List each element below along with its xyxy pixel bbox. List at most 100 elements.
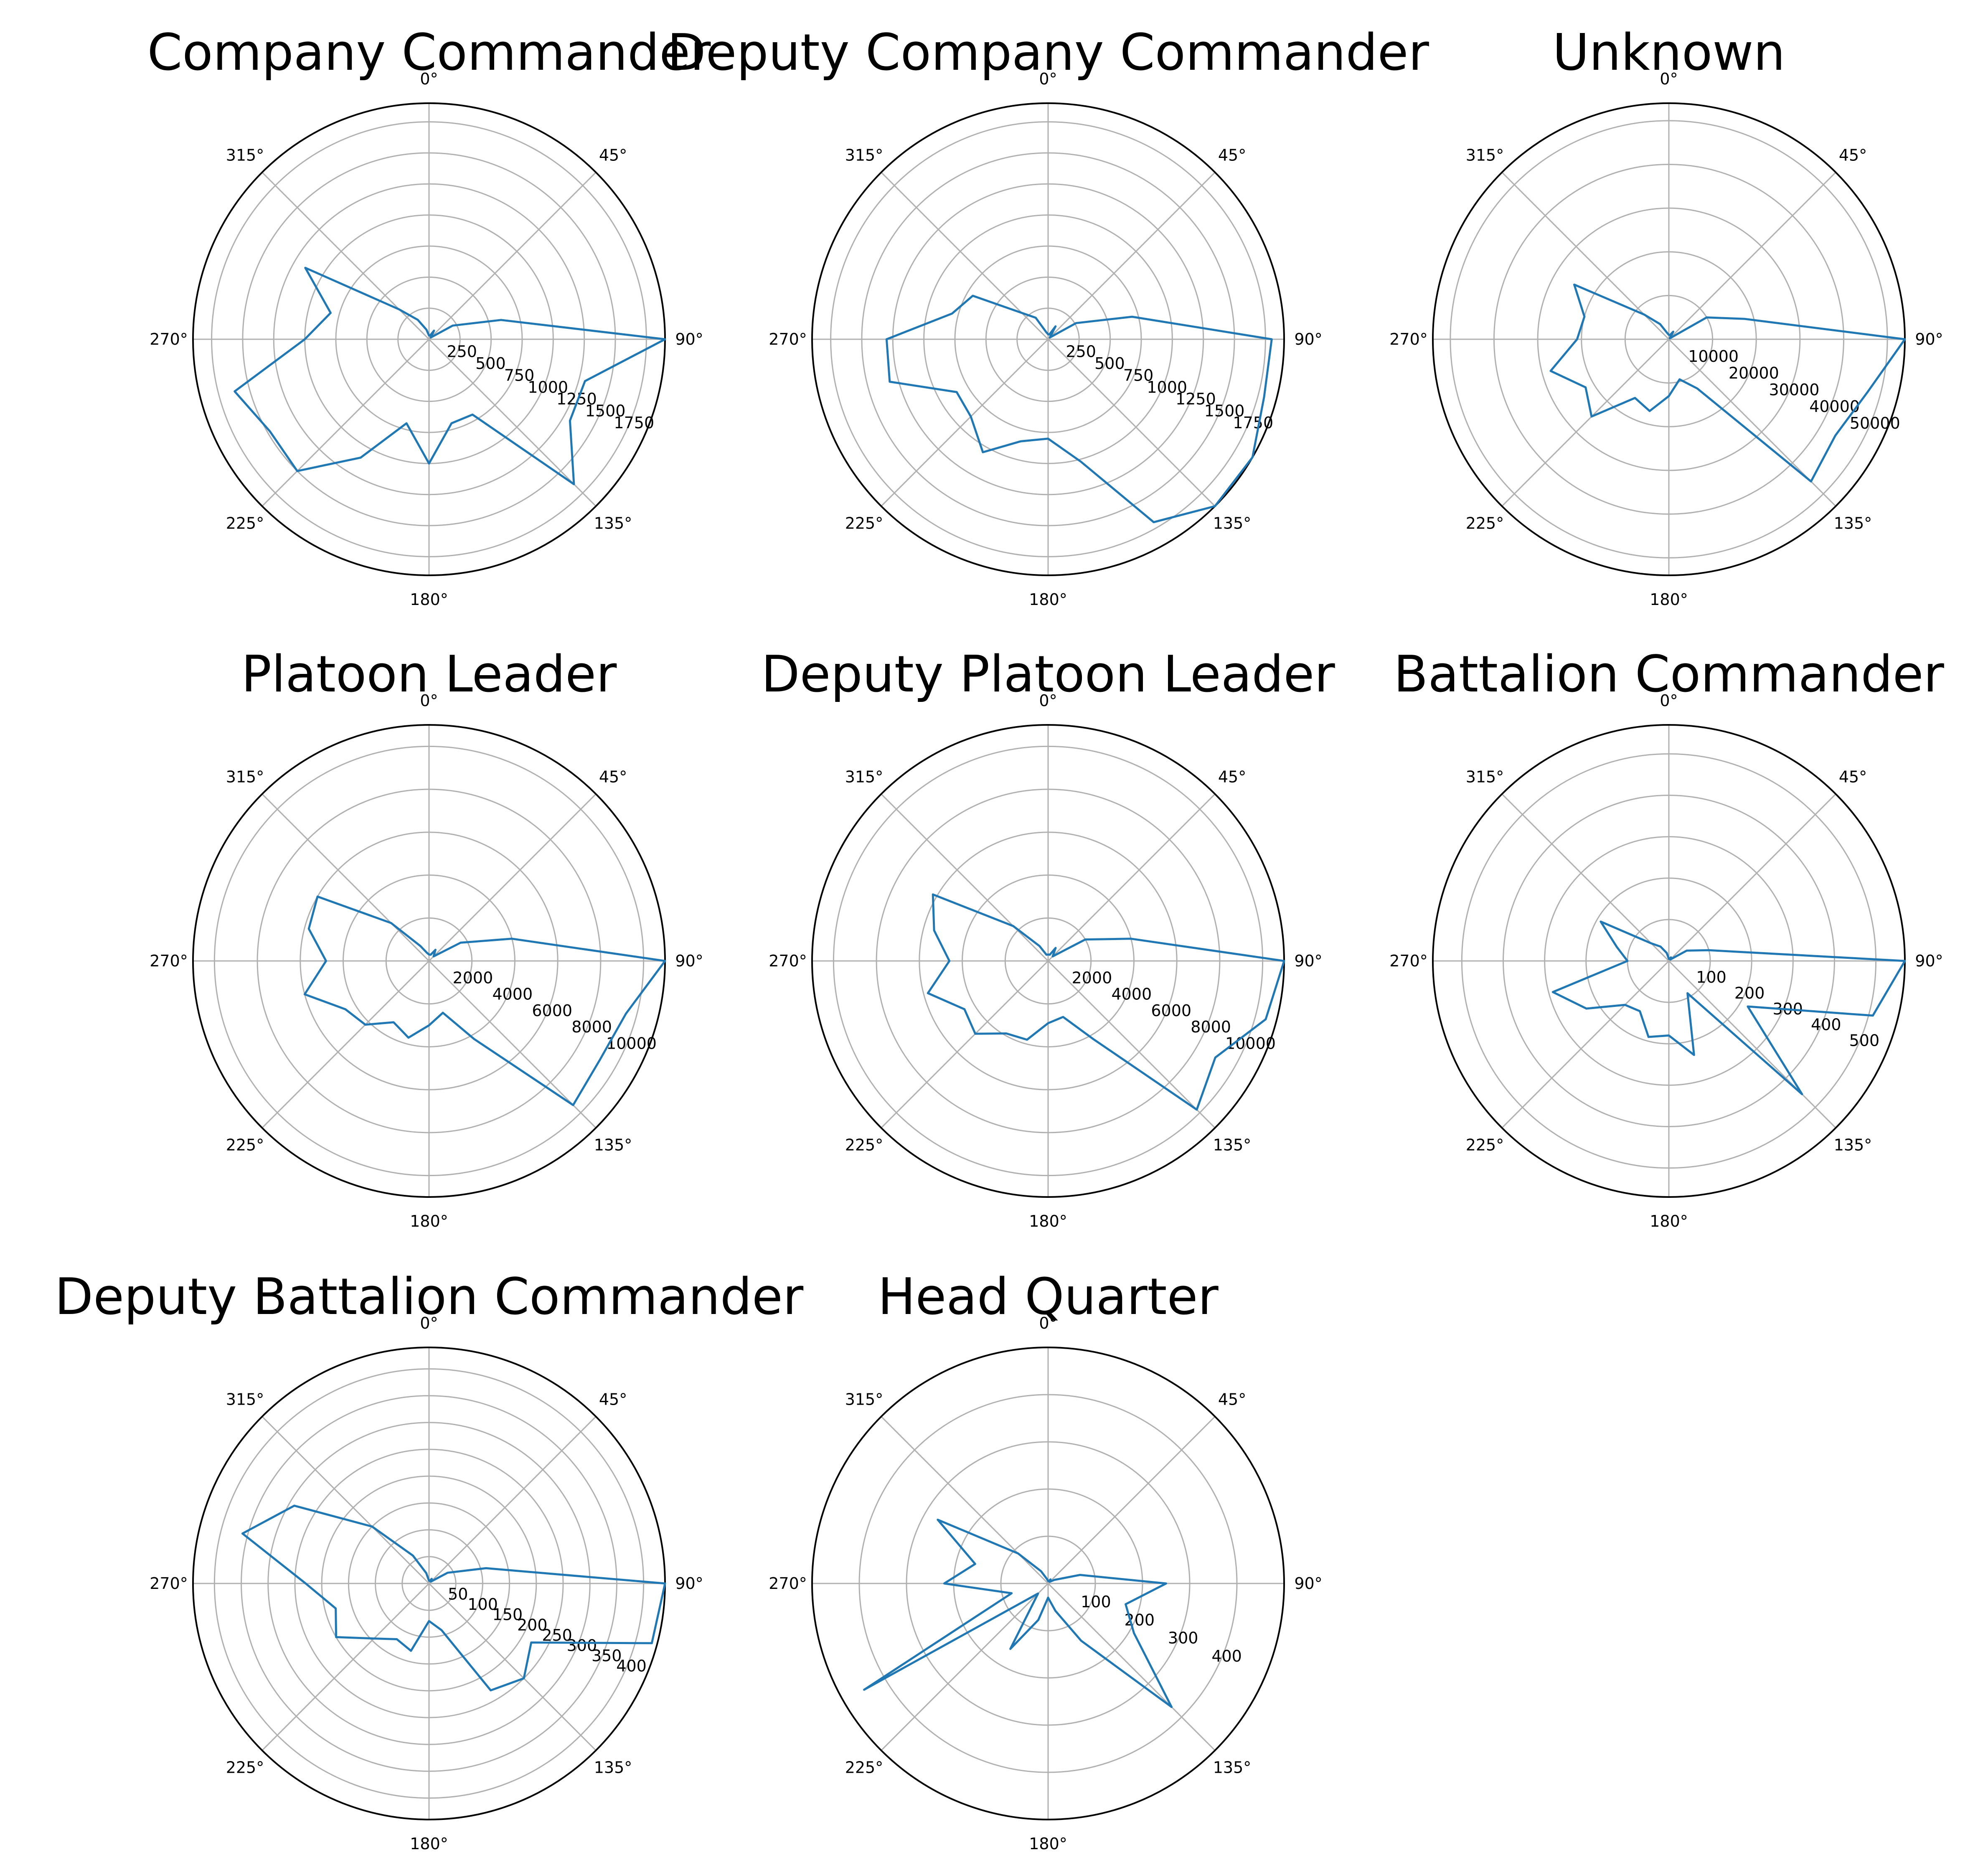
panel-title: Head Quarter: [878, 1268, 1219, 1326]
theta-tick-label: 225°: [845, 514, 884, 533]
panel-title: Company Commander: [147, 24, 711, 82]
r-tick-label: 50000: [1850, 414, 1900, 432]
r-gridline: [211, 121, 647, 557]
r-tick-label: 500: [1094, 354, 1125, 373]
theta-tick-label: 135°: [1213, 1136, 1252, 1154]
theta-tick-label: 225°: [845, 1759, 884, 1777]
r-tick-label: 200: [1734, 984, 1765, 1002]
theta-tick-label: 225°: [226, 514, 264, 533]
polar-panel: 0° 45° 90° 135° 180° 225° 270° 315° 250500750100…: [667, 24, 1429, 609]
polar-spine: [811, 102, 1285, 576]
theta-tick-label: 45°: [599, 146, 627, 164]
theta-gridline: [262, 1416, 430, 1584]
theta-tick-label: 90°: [1915, 952, 1943, 970]
r-gridline: [1000, 1535, 1096, 1632]
theta-tick-label: 90°: [1294, 330, 1322, 348]
r-tick-label: 1750: [1233, 414, 1273, 432]
polar-panel: 0° 45° 90° 135° 180° 225° 270° 315° 200040006000…: [150, 646, 703, 1230]
theta-tick-label: 0°: [1039, 691, 1057, 710]
theta-tick-label: 45°: [599, 768, 627, 786]
theta-tick-label: 45°: [1218, 768, 1246, 786]
theta-gridline: [428, 960, 597, 1128]
theta-tick-label: 315°: [1466, 146, 1504, 164]
polar-panel: 0°45°90°135°180°225°270°315°501001502002…: [55, 1268, 804, 1853]
r-tick-label: 4000: [1111, 985, 1152, 1004]
r-tick-label: 250: [542, 1626, 572, 1644]
polar-panel: 0° 45° 90° 135° 180° 225° 270° 315° 250500750100…: [147, 24, 711, 609]
theta-tick-label: 90°: [675, 1574, 703, 1593]
r-tick-label: 1000: [528, 378, 568, 396]
r-tick-label: 100: [1081, 1593, 1111, 1611]
polar-spine: [811, 1347, 1285, 1820]
theta-tick-label: 0°: [1660, 691, 1678, 710]
r-gridline: [876, 788, 1221, 1134]
r-gridline: [1624, 295, 1714, 384]
theta-gridline: [1668, 960, 1836, 1128]
polar-panel: 0° 45° 90° 135° 180° 225° 270° 315° 200040006000…: [761, 646, 1335, 1230]
polar-panel: 0°45°90°135°180°225°270°315°100200300400…: [769, 1268, 1322, 1853]
r-tick-label: 750: [1123, 366, 1154, 384]
panel-title: Platoon Leader: [241, 646, 617, 704]
theta-gridline: [1047, 338, 1216, 507]
theta-tick-label: 225°: [1466, 1136, 1504, 1154]
panel-title: Unknown: [1552, 24, 1785, 82]
r-gridline: [375, 1529, 483, 1638]
theta-gridline: [1047, 172, 1216, 340]
r-gridline: [1493, 163, 1845, 515]
r-gridline: [906, 1441, 1191, 1726]
r-tick-label: 1000: [1147, 378, 1187, 396]
theta-tick-label: 225°: [226, 1759, 264, 1777]
theta-tick-label: 315°: [845, 768, 884, 786]
theta-tick-label: 45°: [1218, 1390, 1246, 1408]
theta-gridline: [262, 960, 430, 1128]
theta-tick-label: 0°: [420, 691, 438, 710]
theta-tick-label: 315°: [845, 1390, 884, 1408]
theta-gridline: [428, 1583, 597, 1751]
r-gridline: [241, 1395, 617, 1772]
theta-tick-label: 315°: [226, 146, 264, 164]
r-gridline: [366, 276, 492, 402]
r-gridline: [343, 874, 515, 1047]
theta-gridline: [1501, 338, 1670, 507]
r-tick-label: 300: [1168, 1629, 1198, 1647]
theta-gridline: [428, 172, 597, 340]
r-tick-label: 4000: [492, 985, 533, 1004]
theta-tick-label: 90°: [675, 952, 703, 970]
r-gridline: [923, 214, 1173, 464]
series-line: [863, 1518, 1173, 1708]
theta-tick-label: 180°: [410, 1835, 448, 1853]
r-tick-label: 1750: [614, 414, 654, 432]
panel-title: Battalion Commander: [1394, 646, 1944, 704]
r-gridline: [267, 1422, 591, 1745]
r-tick-label: 400: [1811, 1016, 1841, 1034]
r-gridline: [1461, 753, 1877, 1169]
r-gridline: [401, 1556, 457, 1611]
r-tick-label: 6000: [532, 1001, 572, 1020]
r-tick-label: 100: [1696, 968, 1726, 986]
theta-gridline: [881, 338, 1049, 507]
r-gridline: [954, 245, 1142, 433]
r-tick-label: 8000: [1191, 1018, 1231, 1036]
r-tick-label: 250: [1066, 342, 1096, 361]
r-gridline: [1581, 251, 1757, 427]
theta-gridline: [1501, 793, 1670, 962]
theta-tick-label: 135°: [1213, 1759, 1252, 1777]
r-gridline: [256, 788, 602, 1134]
r-tick-label: 750: [504, 366, 535, 384]
r-gridline: [1450, 120, 1888, 559]
r-gridline: [953, 1488, 1143, 1679]
r-gridline: [213, 1368, 645, 1799]
r-tick-label: 400: [616, 1657, 647, 1675]
theta-tick-label: 225°: [226, 1136, 264, 1154]
theta-tick-label: 90°: [1915, 330, 1943, 348]
theta-tick-label: 0°: [1039, 1314, 1057, 1332]
theta-tick-label: 45°: [1839, 768, 1867, 786]
r-gridline: [1004, 917, 1092, 1005]
r-gridline: [273, 183, 585, 496]
series-line: [234, 267, 666, 485]
series-line: [303, 895, 666, 1106]
theta-tick-label: 45°: [1218, 146, 1246, 164]
r-tick-label: 150: [493, 1606, 523, 1624]
theta-tick-label: 0°: [1660, 70, 1678, 88]
